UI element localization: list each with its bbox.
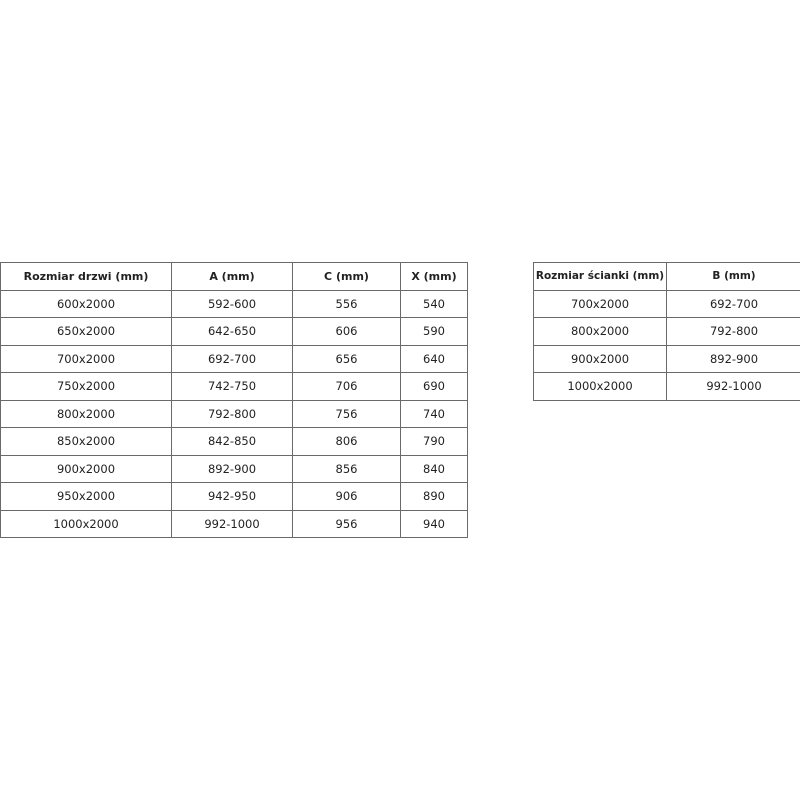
column-header: B (mm) [666, 262, 800, 291]
header-row: Rozmiar drzwi (mm) A (mm) C (mm) X (mm) [0, 262, 468, 291]
table-cell: 650x2000 [0, 317, 172, 346]
table-cell: 606 [292, 317, 401, 346]
table-row: 700x2000 692-700 656 640 [0, 344, 468, 373]
table-cell: 540 [400, 289, 468, 318]
table-cell: 956 [292, 509, 401, 538]
table-cell: 940 [400, 509, 468, 538]
table-cell: 900x2000 [0, 454, 172, 483]
table-cell: 906 [292, 482, 401, 511]
table-cell: 692-700 [666, 289, 800, 318]
table-cell: 890 [400, 482, 468, 511]
table-cell: 800x2000 [533, 317, 667, 346]
table-cell: 806 [292, 427, 401, 456]
column-header: A (mm) [171, 262, 293, 291]
table-cell: 590 [400, 317, 468, 346]
column-header: Rozmiar ścianki (mm) [533, 262, 667, 291]
table-row: 800x2000 792-800 756 740 [0, 399, 468, 428]
table-cell: 992-1000 [666, 372, 800, 401]
table-row: 800x2000 792-800 [533, 317, 800, 346]
table-cell: 742-750 [171, 372, 293, 401]
door-size-table: Rozmiar drzwi (mm) A (mm) C (mm) X (mm) 600… [0, 262, 468, 538]
table-cell: 656 [292, 344, 401, 373]
table-row: 850x2000 842-850 806 790 [0, 427, 468, 456]
table-cell: 592-600 [171, 289, 293, 318]
table-cell: 692-700 [171, 344, 293, 373]
table-cell: 950x2000 [0, 482, 172, 511]
table-cell: 750x2000 [0, 372, 172, 401]
table-cell: 706 [292, 372, 401, 401]
table-row: 700x2000 692-700 [533, 289, 800, 318]
table-cell: 856 [292, 454, 401, 483]
table-row: 1000x2000 992-1000 [533, 372, 800, 401]
table-cell: 792-800 [666, 317, 800, 346]
table-row: 600x2000 592-600 556 540 [0, 289, 468, 318]
table-cell: 700x2000 [0, 344, 172, 373]
column-header: C (mm) [292, 262, 401, 291]
column-header: Rozmiar drzwi (mm) [0, 262, 172, 291]
table-cell: 800x2000 [0, 399, 172, 428]
table-cell: 792-800 [171, 399, 293, 428]
table-cell: 842-850 [171, 427, 293, 456]
table-cell: 690 [400, 372, 468, 401]
table-cell: 642-650 [171, 317, 293, 346]
table-row: 900x2000 892-900 [533, 344, 800, 373]
table-cell: 840 [400, 454, 468, 483]
column-header: X (mm) [400, 262, 468, 291]
table-cell: 790 [400, 427, 468, 456]
table-row: 750x2000 742-750 706 690 [0, 372, 468, 401]
wall-size-table: Rozmiar ścianki (mm) B (mm) 700x2000 692-7… [533, 262, 800, 401]
table-cell: 556 [292, 289, 401, 318]
table-cell: 1000x2000 [533, 372, 667, 401]
table-row: 950x2000 942-950 906 890 [0, 482, 468, 511]
table-cell: 850x2000 [0, 427, 172, 456]
table-cell: 756 [292, 399, 401, 428]
table-cell: 700x2000 [533, 289, 667, 318]
table-cell: 900x2000 [533, 344, 667, 373]
table-cell: 600x2000 [0, 289, 172, 318]
header-row: Rozmiar ścianki (mm) B (mm) [533, 262, 800, 291]
table-row: 1000x2000 992-1000 956 940 [0, 509, 468, 538]
table-cell: 992-1000 [171, 509, 293, 538]
table-cell: 640 [400, 344, 468, 373]
table-cell: 1000x2000 [0, 509, 172, 538]
table-row: 900x2000 892-900 856 840 [0, 454, 468, 483]
table-cell: 740 [400, 399, 468, 428]
table-row: 650x2000 642-650 606 590 [0, 317, 468, 346]
table-cell: 892-900 [171, 454, 293, 483]
table-cell: 892-900 [666, 344, 800, 373]
table-cell: 942-950 [171, 482, 293, 511]
